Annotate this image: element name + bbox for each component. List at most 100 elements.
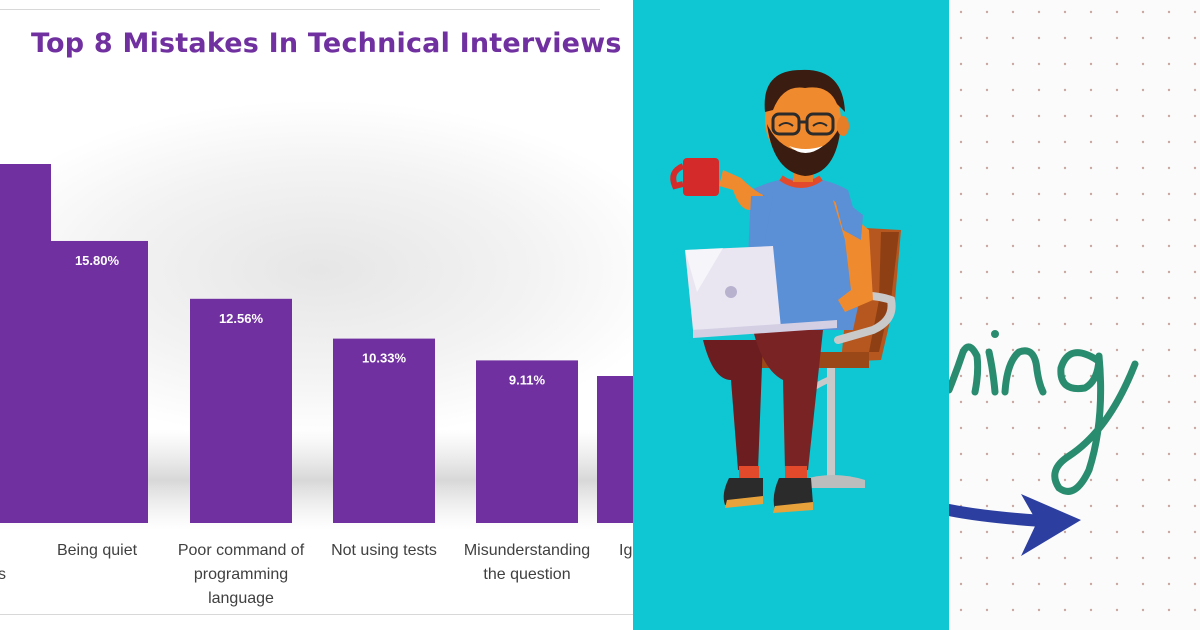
grid-dot xyxy=(1167,166,1171,170)
grid-dot xyxy=(1115,322,1119,326)
grid-dot xyxy=(1141,218,1145,222)
grid-dot xyxy=(985,88,989,92)
grid-dot xyxy=(1063,608,1067,612)
grid-dot xyxy=(1063,114,1067,118)
grid-dot xyxy=(1193,582,1197,586)
grid-dot xyxy=(985,478,989,482)
grid-dot xyxy=(1063,270,1067,274)
grid-dot xyxy=(959,556,963,560)
grid-dot xyxy=(1193,140,1197,144)
grid-dot xyxy=(1063,166,1067,170)
grid-dot xyxy=(1141,270,1145,274)
grid-dot xyxy=(985,556,989,560)
grid-dot xyxy=(1167,452,1171,456)
grid-dot xyxy=(959,88,963,92)
grid-dot xyxy=(1141,452,1145,456)
dot-grid-handwriting xyxy=(949,10,1197,612)
grid-dot xyxy=(1167,36,1171,40)
value-labels-group: 15.80% 12.56% 10.33% 9.11% xyxy=(75,253,546,387)
grid-dot xyxy=(959,608,963,612)
grid-dot xyxy=(959,10,963,14)
grid-dot xyxy=(1115,374,1119,378)
grid-dot xyxy=(985,244,989,248)
grid-dot xyxy=(985,140,989,144)
grid-dot xyxy=(985,530,989,534)
grid-dot xyxy=(1037,348,1041,352)
left-leg xyxy=(703,340,763,470)
grid-dot xyxy=(959,478,963,482)
grid-dot xyxy=(1037,608,1041,612)
grid-dot xyxy=(1193,166,1197,170)
grid-dot xyxy=(1063,504,1067,508)
grid-dot xyxy=(1037,582,1041,586)
grid-dot xyxy=(959,530,963,534)
grid-dot xyxy=(1063,478,1067,482)
grid-dot xyxy=(1193,296,1197,300)
grid-dot xyxy=(1011,608,1015,612)
grid-dot xyxy=(1141,400,1145,404)
grid-dot xyxy=(1141,478,1145,482)
laptop-base xyxy=(693,320,837,338)
grid-dot xyxy=(959,374,963,378)
grid-dot xyxy=(1141,322,1145,326)
grid-dot xyxy=(1115,270,1119,274)
grid-dot xyxy=(1167,244,1171,248)
grid-dot xyxy=(1141,504,1145,508)
grid-dot xyxy=(1141,166,1145,170)
grid-dot xyxy=(1089,478,1093,482)
grid-dot xyxy=(1167,504,1171,508)
grid-dot xyxy=(1193,608,1197,612)
grid-dot xyxy=(1089,88,1093,92)
grid-dot xyxy=(1037,270,1041,274)
grid-dot xyxy=(1167,296,1171,300)
category-label-4-line-1: the question xyxy=(483,566,570,583)
grid-dot xyxy=(1037,556,1041,560)
bar-4 xyxy=(476,360,578,523)
grid-dot xyxy=(959,192,963,196)
grid-dot xyxy=(1063,582,1067,586)
grid-dot xyxy=(1193,244,1197,248)
grid-dot xyxy=(1011,140,1015,144)
glasses xyxy=(771,112,835,136)
grid-dot xyxy=(1037,62,1041,66)
grid-dot xyxy=(1011,452,1015,456)
grid-dot xyxy=(1193,504,1197,508)
grid-dot xyxy=(959,426,963,430)
grid-dot xyxy=(1063,140,1067,144)
grid-dot xyxy=(985,10,989,14)
grid-dot xyxy=(1141,88,1145,92)
grid-dot xyxy=(1167,62,1171,66)
illustration-panel xyxy=(633,0,949,630)
grid-dot xyxy=(1089,400,1093,404)
grid-dot xyxy=(1167,270,1171,274)
value-label-4: 9.11% xyxy=(509,372,546,387)
grid-dot xyxy=(1141,582,1145,586)
grid-dot xyxy=(959,452,963,456)
grid-dot xyxy=(985,504,989,508)
grid-dot xyxy=(1193,400,1197,404)
top-divider xyxy=(0,9,600,10)
grid-dot xyxy=(1167,88,1171,92)
grid-dot xyxy=(1141,426,1145,430)
grid-dot xyxy=(1193,270,1197,274)
grid-dot xyxy=(1089,348,1093,352)
grid-dot xyxy=(1089,426,1093,430)
grid-dot xyxy=(985,608,989,612)
chair-base xyxy=(801,475,865,488)
grid-dot xyxy=(1063,62,1067,66)
grid-dot xyxy=(1037,166,1041,170)
grid-dot xyxy=(959,218,963,222)
grid-dot xyxy=(1115,296,1119,300)
grid-dot xyxy=(1037,36,1041,40)
grid-dot xyxy=(1037,192,1041,196)
grid-dot xyxy=(1115,478,1119,482)
grid-dot xyxy=(1115,140,1119,144)
category-label-2-line-0: Poor command of xyxy=(178,542,305,559)
grid-dot xyxy=(1115,426,1119,430)
grid-dot xyxy=(1037,218,1041,222)
grid-dot xyxy=(959,582,963,586)
grid-dot xyxy=(1141,10,1145,14)
grid-dot xyxy=(985,36,989,40)
grid-dot xyxy=(1089,114,1093,118)
grid-dot xyxy=(1167,348,1171,352)
